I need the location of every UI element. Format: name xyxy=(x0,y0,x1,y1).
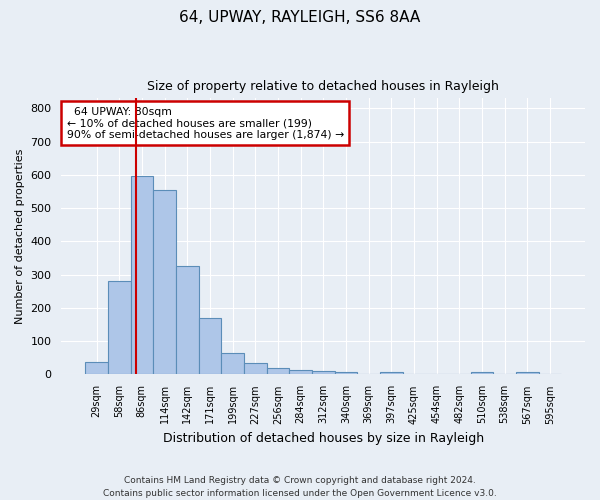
Text: 64, UPWAY, RAYLEIGH, SS6 8AA: 64, UPWAY, RAYLEIGH, SS6 8AA xyxy=(179,10,421,25)
Bar xyxy=(176,266,199,374)
Y-axis label: Number of detached properties: Number of detached properties xyxy=(15,148,25,324)
Bar xyxy=(380,372,403,374)
Bar xyxy=(221,353,244,374)
X-axis label: Distribution of detached houses by size in Rayleigh: Distribution of detached houses by size … xyxy=(163,432,484,445)
Bar xyxy=(266,368,289,374)
Bar xyxy=(85,362,108,374)
Bar xyxy=(470,372,493,374)
Bar xyxy=(312,371,335,374)
Bar xyxy=(153,190,176,374)
Bar xyxy=(131,176,153,374)
Bar xyxy=(108,282,131,374)
Bar xyxy=(335,372,357,374)
Title: Size of property relative to detached houses in Rayleigh: Size of property relative to detached ho… xyxy=(147,80,499,93)
Text: Contains HM Land Registry data © Crown copyright and database right 2024.
Contai: Contains HM Land Registry data © Crown c… xyxy=(103,476,497,498)
Text: 64 UPWAY: 80sqm
← 10% of detached houses are smaller (199)
90% of semi-detached : 64 UPWAY: 80sqm ← 10% of detached houses… xyxy=(67,106,344,140)
Bar xyxy=(244,363,266,374)
Bar xyxy=(516,372,539,374)
Bar xyxy=(199,318,221,374)
Bar xyxy=(289,370,312,374)
